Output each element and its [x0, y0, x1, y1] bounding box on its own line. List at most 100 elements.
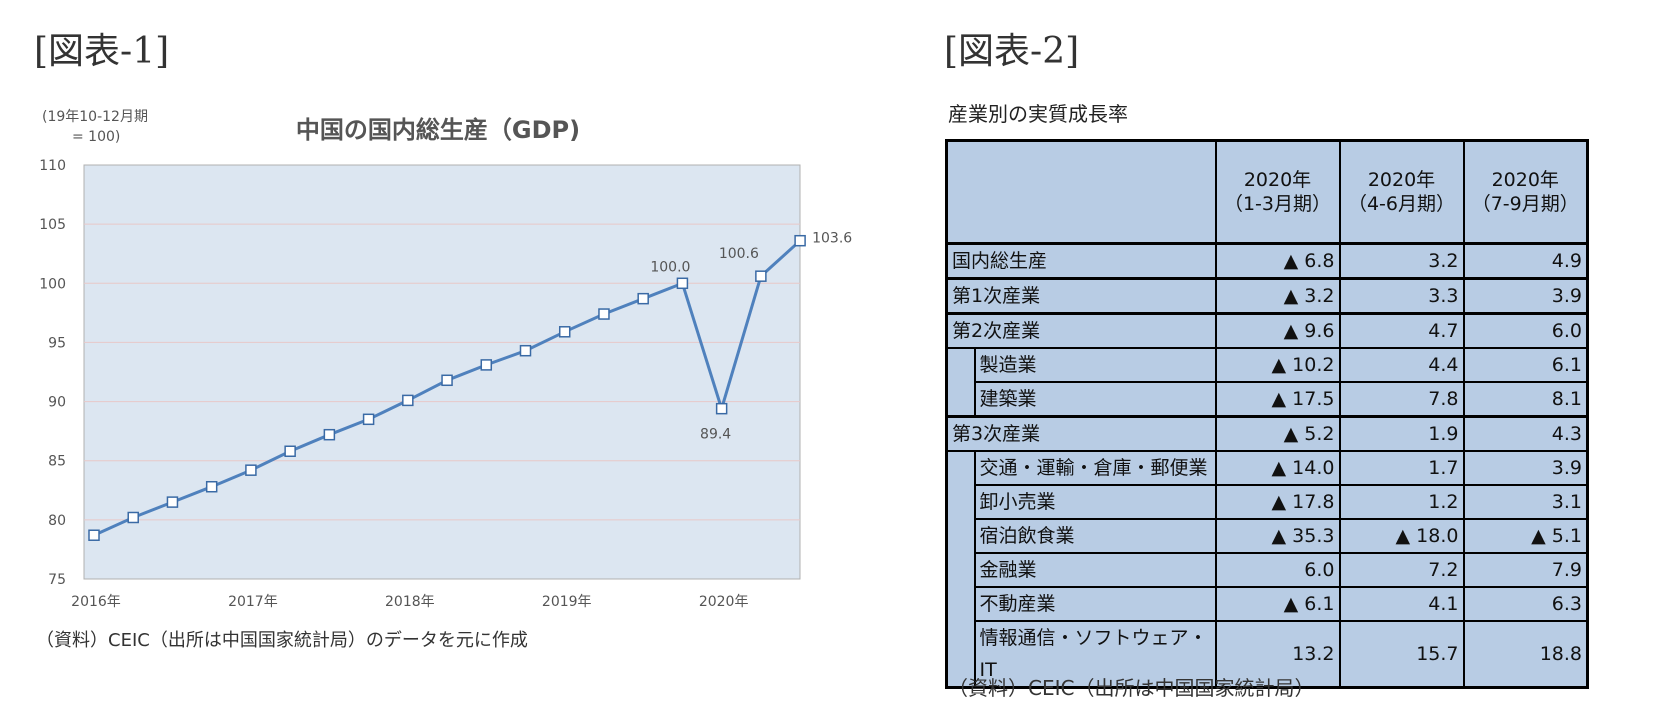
x-tick-label: 2018年 — [385, 594, 435, 610]
data-point-marker — [127, 511, 139, 524]
value-cell: ▲ 18.0 — [1338, 518, 1465, 554]
data-point-marker — [166, 496, 179, 508]
row-label: 情報通信・ソフトウェア・IT — [973, 620, 1217, 689]
plot-area — [83, 164, 801, 580]
value-cell: ▲ 10.2 — [1214, 347, 1341, 383]
column-header-period: （7-9月期） — [1471, 193, 1579, 215]
data-label: 89.4 — [700, 427, 731, 443]
data-point-marker — [637, 292, 649, 305]
row-label: 建築業 — [973, 381, 1217, 418]
y-tick-label: 110 — [39, 158, 66, 174]
value-cell: 4.1 — [1338, 586, 1465, 622]
data-point-marker — [205, 480, 218, 493]
table-row: 第3次産業 ▲ 5.2 1.9 4.3 — [945, 415, 1589, 452]
column-header-year: 2020年 — [1491, 169, 1559, 191]
value-cell: 3.9 — [1462, 450, 1589, 486]
data-point-marker — [402, 394, 414, 407]
column-header: 2020年 （1-3月期） — [1214, 139, 1341, 245]
data-point-marker — [480, 359, 493, 371]
row-label: 第2次産業 — [945, 312, 1217, 349]
y-tick-label: 85 — [48, 454, 66, 470]
data-point-marker — [558, 326, 571, 338]
data-point-marker — [519, 344, 532, 357]
value-cell: 6.0 — [1214, 552, 1341, 588]
figure2-label: [図表-2] — [944, 31, 1080, 72]
figure2-source: （資料）CEIC（出所は中国国家統計局） — [948, 676, 1315, 700]
value-cell: 4.3 — [1462, 415, 1589, 452]
data-labels: 100.0 89.4 100.6 103.6 — [650, 231, 852, 443]
data-label: 103.6 — [812, 231, 852, 247]
column-header-period: （1-3月期） — [1223, 193, 1332, 215]
indent-cell — [945, 620, 976, 689]
indent-cell — [945, 518, 976, 554]
indent-cell — [945, 450, 976, 486]
value-cell: ▲ 5.2 — [1214, 415, 1341, 452]
y-tick-label: 95 — [48, 335, 66, 351]
row-label: 宿泊飲食業 — [973, 518, 1217, 554]
column-header-year: 2020年 — [1367, 169, 1436, 191]
table-row: 製造業 ▲ 10.2 4.4 6.1 — [945, 347, 1589, 383]
x-tick-label: 2016年 — [71, 594, 121, 610]
data-point-marker — [598, 308, 610, 320]
row-label: 不動産業 — [973, 586, 1217, 622]
value-cell: 6.1 — [1462, 347, 1589, 383]
x-axis-ticks: 2016年 2017年 2018年 2019年 2020年 — [71, 594, 748, 610]
header-empty-cell — [945, 139, 1217, 245]
indent-cell — [945, 381, 976, 418]
growth-rate-table: 2020年 （1-3月期） 2020年 （4-6月期） 2020年 （7-9月期） 国内総生… — [945, 139, 1589, 689]
table-title: 産業別の実質成長率 — [948, 102, 1128, 126]
row-label: 卸小売業 — [973, 484, 1217, 520]
data-label: 100.6 — [719, 246, 759, 262]
data-point-marker — [362, 413, 375, 426]
value-cell: 3.1 — [1462, 484, 1589, 520]
table-row: 交通・運輸・倉庫・郵便業 ▲ 14.0 1.7 3.9 — [945, 450, 1589, 486]
value-cell: ▲ 5.1 — [1462, 518, 1589, 554]
value-cell: ▲ 17.5 — [1214, 381, 1341, 418]
indent-cell — [945, 552, 976, 588]
table-row: 宿泊飲食業 ▲ 35.3 ▲ 18.0 ▲ 5.1 — [945, 518, 1589, 554]
data-point-marker — [284, 445, 296, 458]
table-row: 卸小売業 ▲ 17.8 1.2 3.1 — [945, 484, 1589, 520]
column-header: 2020年 （7-9月期） — [1462, 139, 1589, 245]
x-tick-label: 2020年 — [699, 594, 749, 610]
ylabel-line2: = 100) — [72, 129, 120, 145]
table-row: 第1次産業 ▲ 3.2 3.3 3.9 — [945, 277, 1589, 315]
table-row: 建築業 ▲ 17.5 7.8 8.1 — [945, 381, 1589, 418]
data-point-marker — [755, 270, 767, 282]
value-cell: 6.3 — [1462, 586, 1589, 622]
value-cell: ▲ 9.6 — [1214, 312, 1341, 349]
value-cell: ▲ 35.3 — [1214, 518, 1341, 554]
value-cell: 6.0 — [1462, 312, 1589, 349]
chart-title: 中国の国内総生産（GDP) — [296, 116, 580, 144]
data-point-marker — [676, 277, 689, 290]
indent-cell — [945, 347, 976, 383]
x-tick-label: 2017年 — [228, 594, 278, 610]
value-cell: 3.3 — [1338, 277, 1465, 315]
data-point-marker — [245, 464, 257, 476]
data-point-marker — [441, 374, 453, 387]
row-label: 交通・運輸・倉庫・郵便業 — [973, 450, 1217, 486]
grid-lines — [84, 223, 800, 521]
x-tick-label: 2019年 — [542, 594, 592, 610]
column-header-period: （4-6月期） — [1347, 193, 1456, 215]
value-cell: 4.9 — [1462, 242, 1589, 280]
data-label: 100.0 — [650, 259, 690, 275]
row-label: 金融業 — [973, 552, 1217, 588]
row-label: 第3次産業 — [945, 415, 1217, 452]
value-cell: 4.4 — [1338, 347, 1465, 383]
y-tick-label: 75 — [48, 572, 66, 588]
value-cell: ▲ 14.0 — [1214, 450, 1341, 486]
value-cell: 4.7 — [1338, 312, 1465, 349]
value-cell: 18.8 — [1462, 620, 1589, 689]
value-cell: 3.9 — [1462, 277, 1589, 315]
data-point-marker — [88, 529, 100, 541]
series-markers — [88, 234, 806, 541]
table-header-row: 2020年 （1-3月期） 2020年 （4-6月期） 2020年 （7-9月期） — [945, 139, 1589, 245]
indent-cell — [945, 586, 976, 622]
table-row: 情報通信・ソフトウェア・IT 13.2 15.7 18.8 — [945, 620, 1589, 689]
row-label: 製造業 — [973, 347, 1217, 383]
y-tick-label: 90 — [48, 395, 66, 411]
y-axis-ticks: 75 80 85 90 95 100 105 110 — [39, 158, 66, 588]
value-cell: ▲ 17.8 — [1214, 484, 1341, 520]
value-cell: 7.8 — [1338, 381, 1465, 418]
